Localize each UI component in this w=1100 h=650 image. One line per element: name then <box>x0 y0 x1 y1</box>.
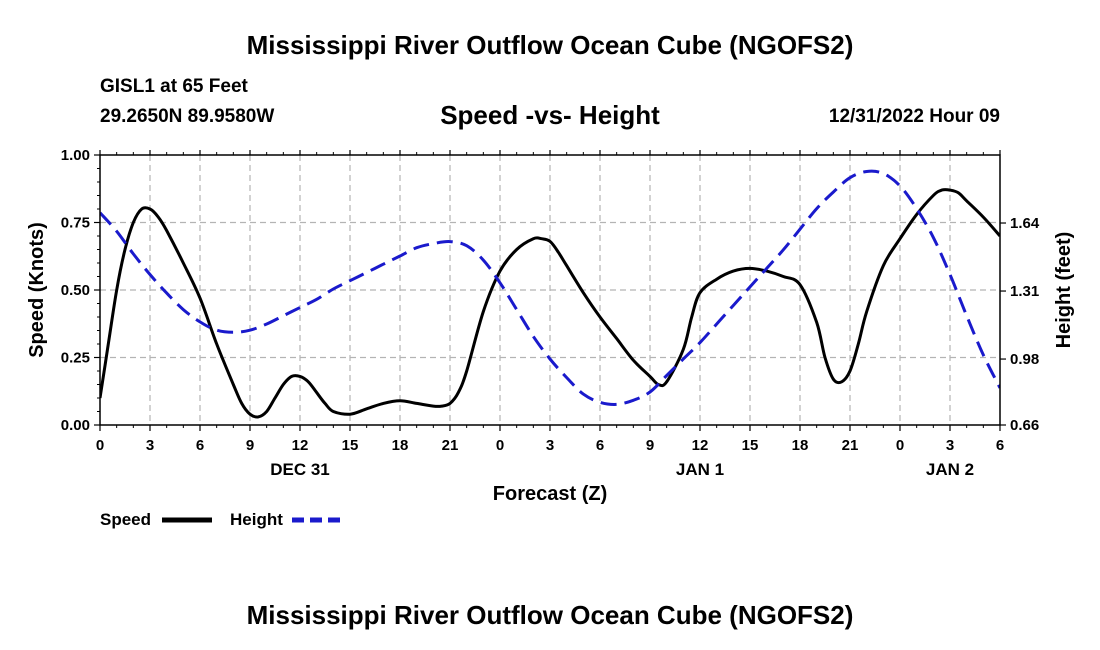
x-tick-label: 9 <box>646 437 654 454</box>
legend-height-label: Height <box>230 510 283 529</box>
date-label: JAN 2 <box>926 460 974 479</box>
x-axis-label: Forecast (Z) <box>493 483 607 505</box>
y-tick-label: 0.50 <box>61 282 90 299</box>
x-tick-label: 21 <box>842 437 859 454</box>
x-tick-label: 3 <box>546 437 554 454</box>
y2-tick-label: 0.66 <box>1010 417 1039 434</box>
y-tick-label: 1.00 <box>61 147 90 164</box>
x-tick-label: 12 <box>692 437 709 454</box>
footer-title: Mississippi River Outflow Ocean Cube (NG… <box>246 600 854 630</box>
x-tick-label: 3 <box>146 437 154 454</box>
x-tick-label: 18 <box>392 437 409 454</box>
grid-lines <box>100 155 1000 425</box>
y2-tick-label: 1.31 <box>1010 283 1039 300</box>
speed-height-chart: 0 3 6 9 12 15 18 21 0 3 6 9 12 15 18 21 0 3 6 0.00 0.25 0.50 0… <box>26 147 1075 529</box>
date-label: JAN 1 <box>676 460 724 479</box>
y2-tick-label: 0.98 <box>1010 351 1039 368</box>
x-tick-label: 21 <box>442 437 459 454</box>
x-tick-label: 0 <box>496 437 504 454</box>
x-tick-label: 0 <box>896 437 904 454</box>
y-tick-label: 0.25 <box>61 350 90 367</box>
x-tick-label: 15 <box>342 437 359 454</box>
station-name: GISL1 at 65 Feet <box>100 76 248 97</box>
x-tick-label: 9 <box>246 437 254 454</box>
y-tick-label: 0.00 <box>61 417 90 434</box>
series-layer <box>100 169 1000 419</box>
axes: 0 3 6 9 12 15 18 21 0 3 6 9 12 15 18 21 0 3 6 0.00 0.25 0.50 0… <box>61 147 1040 479</box>
x-tick-label: 6 <box>196 437 204 454</box>
y-axis-label: Speed (Knots) <box>26 222 48 358</box>
y-tick-label: 0.75 <box>61 215 90 232</box>
date-label: DEC 31 <box>270 460 330 479</box>
forecast-datetime: 12/31/2022 Hour 09 <box>828 106 1000 127</box>
legend-speed-label: Speed <box>100 510 151 529</box>
x-tick-label: 6 <box>596 437 604 454</box>
x-tick-label: 0 <box>96 437 104 454</box>
height-series-line <box>100 169 1000 406</box>
x-tick-label: 18 <box>792 437 809 454</box>
x-tick-label: 15 <box>742 437 759 454</box>
y2-axis-label: Height (feet) <box>1053 232 1075 349</box>
chart-title: Mississippi River Outflow Ocean Cube (NG… <box>246 30 854 60</box>
chart-subtitle: Speed -vs- Height <box>440 100 660 130</box>
x-tick-label: 6 <box>996 437 1004 454</box>
station-coords: 29.2650N 89.9580W <box>100 106 275 127</box>
x-tick-label: 12 <box>292 437 309 454</box>
y2-tick-label: 1.64 <box>1010 215 1040 232</box>
speed-series-line <box>100 188 1000 419</box>
x-tick-label: 3 <box>946 437 954 454</box>
legend: Speed Height <box>100 510 342 529</box>
